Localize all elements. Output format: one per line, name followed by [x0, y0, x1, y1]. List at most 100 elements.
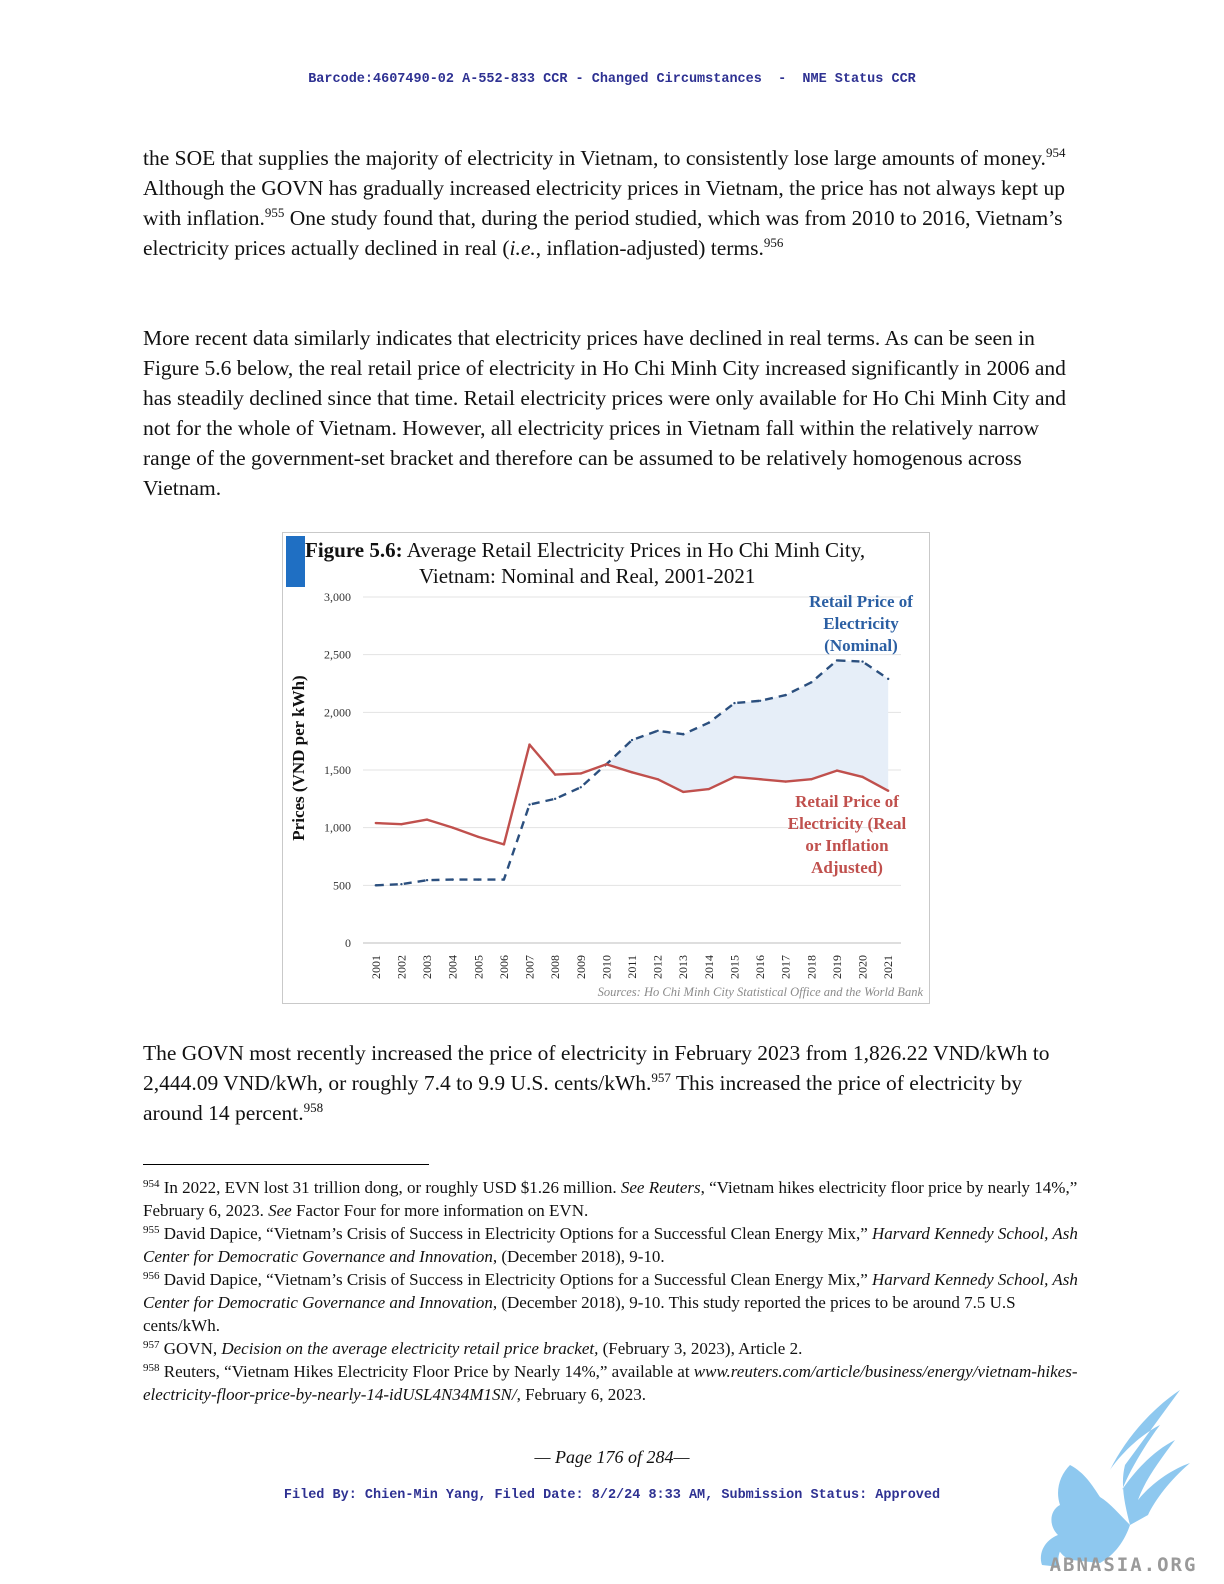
data-point [835, 769, 839, 772]
data-point [579, 786, 582, 789]
data-point [707, 721, 711, 724]
y-tick-label: 1,500 [324, 763, 351, 777]
x-tick-label: 2010 [599, 955, 613, 979]
data-point [810, 681, 813, 684]
series-label: (Nominal) [824, 636, 898, 655]
x-tick-label: 2002 [394, 955, 408, 979]
data-point [656, 729, 659, 732]
footnote-ref-957[interactable]: 957 [651, 1070, 671, 1085]
data-point [707, 787, 711, 791]
data-point [553, 797, 557, 801]
data-point [784, 693, 787, 697]
series-label: Retail Price of [809, 592, 913, 611]
figure-label: Figure 5.6: [305, 538, 403, 562]
footnote-text: See Reuters [620, 1178, 701, 1197]
data-point [502, 878, 506, 881]
footnote-text: Reuters, “Vietnam Hikes Electricity Floo… [163, 1362, 694, 1381]
x-tick-label: 2016 [753, 955, 767, 979]
footnote-text: GOVN, [163, 1339, 222, 1358]
series-label: Electricity [823, 614, 899, 633]
x-tick-label: 2003 [420, 955, 434, 979]
p1-text-b: Although the GOVN has gradually increase… [143, 176, 1065, 230]
figure-5-6: 0 500 1,000 1,500 2,000 2,500 3,000 2001 2002 200… [282, 532, 930, 1004]
footnote-ref-958[interactable]: 958 [303, 1100, 324, 1115]
data-point [810, 778, 813, 781]
footnote-number: 956 [143, 1270, 160, 1282]
p1-text-a: the SOE that supplies the majority of el… [143, 146, 1046, 170]
footnote-text: Harvard Kennedy School, Ash Center for D… [143, 1224, 1078, 1266]
data-point [605, 763, 608, 766]
data-point [733, 701, 736, 705]
x-tick-label: 2005 [471, 955, 485, 979]
footnotes: 954 In 2022, EVN lost 31 trillion dong, … [143, 1176, 1078, 1406]
data-point [579, 772, 582, 775]
footnote-ref-954[interactable]: 954 [1045, 145, 1066, 160]
footnote-text: David Dapice, “Vietnam’s Crisis of Succe… [163, 1270, 872, 1289]
line-chart: 0 500 1,000 1,500 2,000 2,500 3,000 2001 2002 200… [289, 590, 913, 979]
x-tick-label: 2014 [702, 955, 716, 979]
figure-title-line2: Vietnam: Nominal and Real, 2001-2021 [419, 564, 756, 588]
body-paragraph-3: The GOVN most recently increased the pri… [143, 1038, 1073, 1128]
footnote-text: , (December 2018), 9-10. [492, 1247, 665, 1266]
figure-accent-bar [286, 536, 305, 587]
p3-text-b: This increased the price of electricity … [143, 1071, 1023, 1125]
footnote-number: 955 [143, 1224, 160, 1236]
griffin-logo-icon [1040, 1390, 1190, 1567]
data-point [758, 699, 762, 702]
body-paragraph-2: More recent data similarly indicates tha… [143, 326, 1067, 500]
footnote-text: Factor Four for more information on EVN. [291, 1201, 589, 1220]
p1-text-c: One study found that, during the period … [143, 206, 1063, 260]
data-point [784, 780, 787, 783]
x-tick-label: 2006 [497, 955, 511, 979]
x-tick-label: 2004 [446, 955, 460, 979]
y-tick-label: 3,000 [324, 590, 351, 604]
data-point [451, 878, 454, 881]
footnote-number: 957 [143, 1339, 160, 1351]
footnote-text: , February 6, 2023. [516, 1385, 646, 1404]
x-tick-label: 2001 [369, 955, 383, 979]
data-point [861, 775, 864, 779]
data-point [528, 743, 531, 746]
footnote-text[interactable]: www.reuters.com/article/business/energy/… [143, 1362, 1078, 1404]
document-header: Barcode:4607490-02 A-552-833 CCR - Chang… [308, 72, 916, 87]
x-tick-label: 2007 [523, 955, 537, 979]
series-label: Adjusted) [811, 858, 883, 877]
y-tick-label: 2,000 [324, 705, 351, 719]
data-point [425, 818, 429, 821]
figure-sources: Sources: Ho Chi Minh City Statistical Of… [597, 985, 923, 999]
data-point [553, 773, 557, 776]
data-point [528, 803, 531, 806]
p1-ie: i.e. [509, 236, 536, 260]
series-label: Retail Price of [795, 792, 899, 811]
footnote-number: 958 [143, 1362, 160, 1374]
footnote-text: David Dapice, “Vietnam’s Crisis of Succe… [163, 1224, 872, 1243]
x-tick-label: 2019 [830, 955, 844, 979]
x-tick-label: 2012 [651, 955, 665, 979]
p1-text-d: , inflation-adjusted) terms. [535, 236, 764, 260]
footnote-954: 954 In 2022, EVN lost 31 trillion dong, … [143, 1176, 1078, 1222]
x-tick-label: 2018 [804, 955, 818, 979]
data-point [451, 826, 454, 829]
footnote-text: Harvard Kennedy School, Ash Center for D… [143, 1270, 1078, 1312]
footnote-text: In 2022, EVN lost 31 trillion dong, or r… [163, 1178, 621, 1197]
data-point [477, 878, 480, 881]
body-paragraph-1: the SOE that supplies the majority of el… [143, 143, 1073, 263]
data-point [758, 778, 762, 781]
y-axis-label: Prices (VND per kWh) [289, 675, 308, 840]
series-label: or Inflation [805, 836, 889, 855]
x-tick-label: 2009 [574, 955, 588, 979]
x-tick-label: 2017 [779, 955, 793, 979]
data-point [630, 771, 634, 774]
footnote-text: Decision on the average electricity reta… [221, 1339, 599, 1358]
footnote-ref-955[interactable]: 955 [264, 205, 285, 220]
data-point [374, 821, 378, 825]
data-point [425, 878, 429, 882]
footnote-text: See [268, 1201, 292, 1220]
footnote-ref-956[interactable]: 956 [763, 235, 784, 250]
area-between-series [606, 660, 889, 792]
data-point [886, 677, 890, 681]
data-point [682, 733, 685, 736]
watermark-text: ABNASIA.ORG [1049, 1554, 1198, 1576]
data-point [656, 778, 659, 781]
document-footer: Filed By: Chien-Min Yang, Filed Date: 8/… [283, 1488, 941, 1503]
